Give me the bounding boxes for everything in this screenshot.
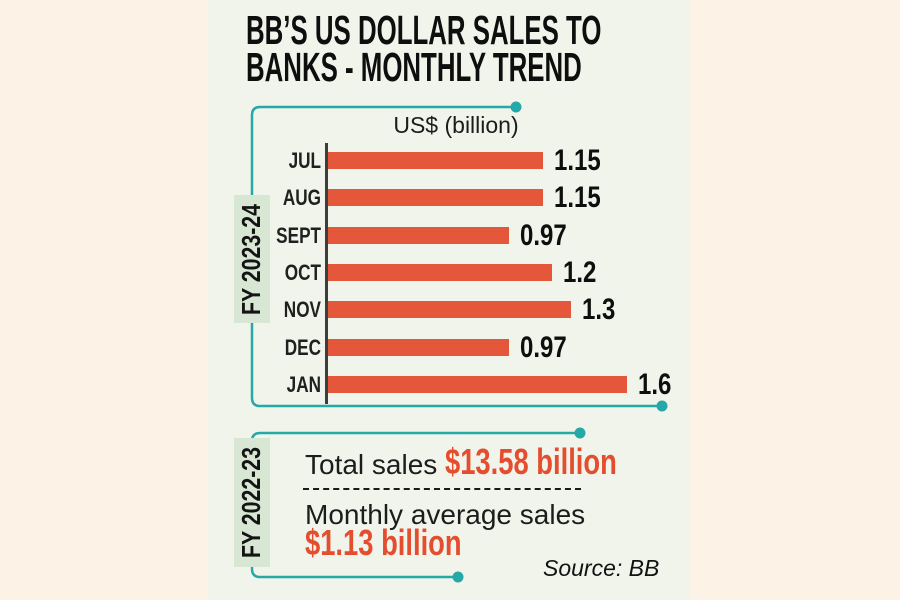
bar-value-label: 0.97 [520, 218, 567, 252]
bar-row: JAN 1.6 [208, 368, 689, 401]
month-label: SEPT [276, 222, 321, 248]
bar-jul [328, 152, 543, 169]
month-label: OCT [284, 259, 321, 285]
bar-row: OCT 1.2 [208, 256, 689, 289]
total-sales-value: $13.58 billion [445, 441, 617, 482]
bar-row: SEPT 0.97 [208, 219, 689, 252]
bar-value-label: 0.97 [520, 330, 567, 364]
month-label: DEC [284, 334, 321, 360]
bar-row: AUG 1.15 [208, 181, 689, 214]
monthly-average-value-line: $1.13 billion [305, 522, 511, 568]
monthly-average-label: Monthly average sales [305, 499, 586, 530]
axis-unit-label: US$ (billion) [393, 112, 519, 138]
dashed-divider [303, 488, 581, 490]
chart-axis-line [325, 143, 328, 404]
page-title-line2: BANKS - MONTHLY TREND [246, 44, 582, 90]
month-label: JUL [288, 147, 321, 173]
month-label: JAN [286, 371, 321, 397]
total-sales-line: Total sales $13.58 billion [305, 444, 671, 488]
fy-2023-24-badge-text: FY 2023-24 [236, 203, 267, 315]
connector-dot-icon [510, 101, 522, 113]
infographic-panel: BB’S US DOLLAR SALES TO BANKS - MONTHLY … [208, 0, 689, 600]
bar-oct [328, 264, 552, 281]
bar-aug [328, 189, 543, 206]
month-label: NOV [283, 296, 321, 322]
monthly-average-value: $1.13 billion [305, 522, 462, 563]
bar-value-label: 1.15 [554, 180, 601, 214]
connector-dot-icon [574, 427, 586, 439]
bar-dec [328, 339, 509, 356]
fy-2022-23-badge: FY 2022-23 [234, 438, 270, 567]
bar-value-label: 1.15 [554, 143, 601, 177]
source-credit: Source: BB [543, 555, 660, 581]
bar-value-label: 1.3 [582, 292, 616, 326]
page-title: BB’S US DOLLAR SALES TO BANKS - MONTHLY … [246, 7, 602, 90]
connector-dot-icon [452, 571, 464, 583]
fy-2022-23-badge-text: FY 2022-23 [236, 446, 267, 559]
bar-nov [328, 301, 571, 318]
fy-2023-24-badge: FY 2023-24 [234, 195, 270, 323]
total-sales-label: Total sales [305, 449, 446, 480]
bar-jan [328, 376, 627, 393]
bar-value-label: 1.6 [638, 367, 672, 401]
bar-row: NOV 1.3 [208, 293, 689, 326]
bar-value-label: 1.2 [563, 255, 597, 289]
bar-row: JUL 1.15 [208, 144, 689, 177]
page-title-line1: BB’S US DOLLAR SALES TO [246, 7, 602, 53]
connector-dot-icon [656, 400, 668, 412]
bar-row: DEC 0.97 [208, 331, 689, 364]
month-label: AUG [282, 184, 321, 210]
bar-sept [328, 227, 509, 244]
